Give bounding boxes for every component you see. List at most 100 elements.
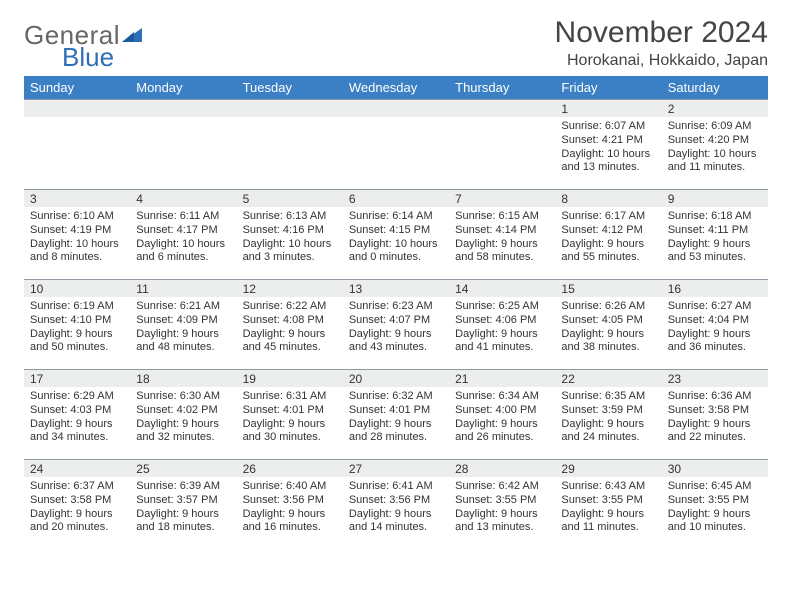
sunset-text: Sunset: 4:20 PM [668, 134, 762, 148]
day-details: Sunrise: 6:45 AMSunset: 3:55 PMDaylight:… [662, 477, 768, 539]
brand-blue: Blue [62, 44, 120, 70]
day-number: 21 [449, 369, 555, 387]
week-row: 17Sunrise: 6:29 AMSunset: 4:03 PMDayligh… [24, 369, 768, 459]
day-cell: 6Sunrise: 6:14 AMSunset: 4:15 PMDaylight… [343, 189, 449, 279]
day-cell: 12Sunrise: 6:22 AMSunset: 4:08 PMDayligh… [237, 279, 343, 369]
day-cell: 20Sunrise: 6:32 AMSunset: 4:01 PMDayligh… [343, 369, 449, 459]
weekday-monday: Monday [130, 76, 236, 99]
title-block: November 2024 Horokanai, Hokkaido, Japan [555, 16, 768, 70]
day-details: Sunrise: 6:23 AMSunset: 4:07 PMDaylight:… [343, 297, 449, 359]
sunset-text: Sunset: 4:08 PM [243, 314, 337, 328]
daylight-text: Daylight: 9 hours and 26 minutes. [455, 418, 549, 446]
daylight-text: Daylight: 9 hours and 24 minutes. [561, 418, 655, 446]
day-cell: 3Sunrise: 6:10 AMSunset: 4:19 PMDaylight… [24, 189, 130, 279]
day-details: Sunrise: 6:10 AMSunset: 4:19 PMDaylight:… [24, 207, 130, 269]
sunset-text: Sunset: 4:06 PM [455, 314, 549, 328]
day-details: Sunrise: 6:41 AMSunset: 3:56 PMDaylight:… [343, 477, 449, 539]
daylight-text: Daylight: 9 hours and 41 minutes. [455, 328, 549, 356]
sunrise-text: Sunrise: 6:40 AM [243, 480, 337, 494]
day-details: Sunrise: 6:19 AMSunset: 4:10 PMDaylight:… [24, 297, 130, 359]
day-number: 29 [555, 459, 661, 477]
day-number: 16 [662, 279, 768, 297]
sunrise-text: Sunrise: 6:32 AM [349, 390, 443, 404]
sunrise-text: Sunrise: 6:27 AM [668, 300, 762, 314]
sunset-text: Sunset: 4:12 PM [561, 224, 655, 238]
daylight-text: Daylight: 9 hours and 32 minutes. [136, 418, 230, 446]
daylight-text: Daylight: 9 hours and 10 minutes. [668, 508, 762, 536]
day-number: 28 [449, 459, 555, 477]
day-details: Sunrise: 6:31 AMSunset: 4:01 PMDaylight:… [237, 387, 343, 449]
day-details: Sunrise: 6:22 AMSunset: 4:08 PMDaylight:… [237, 297, 343, 359]
daylight-text: Daylight: 9 hours and 22 minutes. [668, 418, 762, 446]
sunset-text: Sunset: 3:56 PM [349, 494, 443, 508]
sunset-text: Sunset: 4:15 PM [349, 224, 443, 238]
sunset-text: Sunset: 4:10 PM [30, 314, 124, 328]
sunset-text: Sunset: 4:04 PM [668, 314, 762, 328]
day-details: Sunrise: 6:30 AMSunset: 4:02 PMDaylight:… [130, 387, 236, 449]
day-number: 13 [343, 279, 449, 297]
day-number: 20 [343, 369, 449, 387]
daylight-text: Daylight: 10 hours and 3 minutes. [243, 238, 337, 266]
day-cell: 28Sunrise: 6:42 AMSunset: 3:55 PMDayligh… [449, 459, 555, 549]
day-cell [237, 99, 343, 189]
day-number: 8 [555, 189, 661, 207]
day-number: 18 [130, 369, 236, 387]
daylight-text: Daylight: 9 hours and 28 minutes. [349, 418, 443, 446]
day-number [24, 99, 130, 117]
calendar-page: General Blue November 2024 Horokanai, Ho… [0, 0, 792, 612]
sunrise-text: Sunrise: 6:43 AM [561, 480, 655, 494]
daylight-text: Daylight: 9 hours and 20 minutes. [30, 508, 124, 536]
weekday-sunday: Sunday [24, 76, 130, 99]
day-details: Sunrise: 6:25 AMSunset: 4:06 PMDaylight:… [449, 297, 555, 359]
daylight-text: Daylight: 9 hours and 14 minutes. [349, 508, 443, 536]
daylight-text: Daylight: 9 hours and 53 minutes. [668, 238, 762, 266]
daylight-text: Daylight: 9 hours and 55 minutes. [561, 238, 655, 266]
day-details: Sunrise: 6:11 AMSunset: 4:17 PMDaylight:… [130, 207, 236, 269]
weekday-tuesday: Tuesday [237, 76, 343, 99]
sunrise-text: Sunrise: 6:13 AM [243, 210, 337, 224]
day-cell: 7Sunrise: 6:15 AMSunset: 4:14 PMDaylight… [449, 189, 555, 279]
day-details: Sunrise: 6:15 AMSunset: 4:14 PMDaylight:… [449, 207, 555, 269]
calendar-body: 1Sunrise: 6:07 AMSunset: 4:21 PMDaylight… [24, 99, 768, 549]
day-number: 11 [130, 279, 236, 297]
sunrise-text: Sunrise: 6:10 AM [30, 210, 124, 224]
day-number: 19 [237, 369, 343, 387]
daylight-text: Daylight: 10 hours and 13 minutes. [561, 148, 655, 176]
day-number: 12 [237, 279, 343, 297]
location: Horokanai, Hokkaido, Japan [555, 52, 768, 70]
day-number: 25 [130, 459, 236, 477]
sunset-text: Sunset: 4:05 PM [561, 314, 655, 328]
daylight-text: Daylight: 9 hours and 36 minutes. [668, 328, 762, 356]
day-cell: 21Sunrise: 6:34 AMSunset: 4:00 PMDayligh… [449, 369, 555, 459]
day-cell: 17Sunrise: 6:29 AMSunset: 4:03 PMDayligh… [24, 369, 130, 459]
day-cell: 4Sunrise: 6:11 AMSunset: 4:17 PMDaylight… [130, 189, 236, 279]
sunrise-text: Sunrise: 6:29 AM [30, 390, 124, 404]
day-number: 22 [555, 369, 661, 387]
day-cell: 8Sunrise: 6:17 AMSunset: 4:12 PMDaylight… [555, 189, 661, 279]
sunrise-text: Sunrise: 6:11 AM [136, 210, 230, 224]
day-cell: 1Sunrise: 6:07 AMSunset: 4:21 PMDaylight… [555, 99, 661, 189]
week-row: 1Sunrise: 6:07 AMSunset: 4:21 PMDaylight… [24, 99, 768, 189]
day-number: 24 [24, 459, 130, 477]
sunrise-text: Sunrise: 6:41 AM [349, 480, 443, 494]
day-cell [343, 99, 449, 189]
sunrise-text: Sunrise: 6:36 AM [668, 390, 762, 404]
header: General Blue November 2024 Horokanai, Ho… [24, 16, 768, 70]
day-details: Sunrise: 6:43 AMSunset: 3:55 PMDaylight:… [555, 477, 661, 539]
day-number: 15 [555, 279, 661, 297]
day-cell: 2Sunrise: 6:09 AMSunset: 4:20 PMDaylight… [662, 99, 768, 189]
daylight-text: Daylight: 9 hours and 43 minutes. [349, 328, 443, 356]
day-details: Sunrise: 6:42 AMSunset: 3:55 PMDaylight:… [449, 477, 555, 539]
day-number [343, 99, 449, 117]
day-cell: 30Sunrise: 6:45 AMSunset: 3:55 PMDayligh… [662, 459, 768, 549]
day-cell: 22Sunrise: 6:35 AMSunset: 3:59 PMDayligh… [555, 369, 661, 459]
week-row: 3Sunrise: 6:10 AMSunset: 4:19 PMDaylight… [24, 189, 768, 279]
calendar-table: Sunday Monday Tuesday Wednesday Thursday… [24, 76, 768, 549]
day-number: 1 [555, 99, 661, 117]
day-number: 9 [662, 189, 768, 207]
daylight-text: Daylight: 10 hours and 6 minutes. [136, 238, 230, 266]
weekday-saturday: Saturday [662, 76, 768, 99]
day-cell: 18Sunrise: 6:30 AMSunset: 4:02 PMDayligh… [130, 369, 236, 459]
brand-text: General Blue [24, 22, 120, 70]
day-cell: 15Sunrise: 6:26 AMSunset: 4:05 PMDayligh… [555, 279, 661, 369]
